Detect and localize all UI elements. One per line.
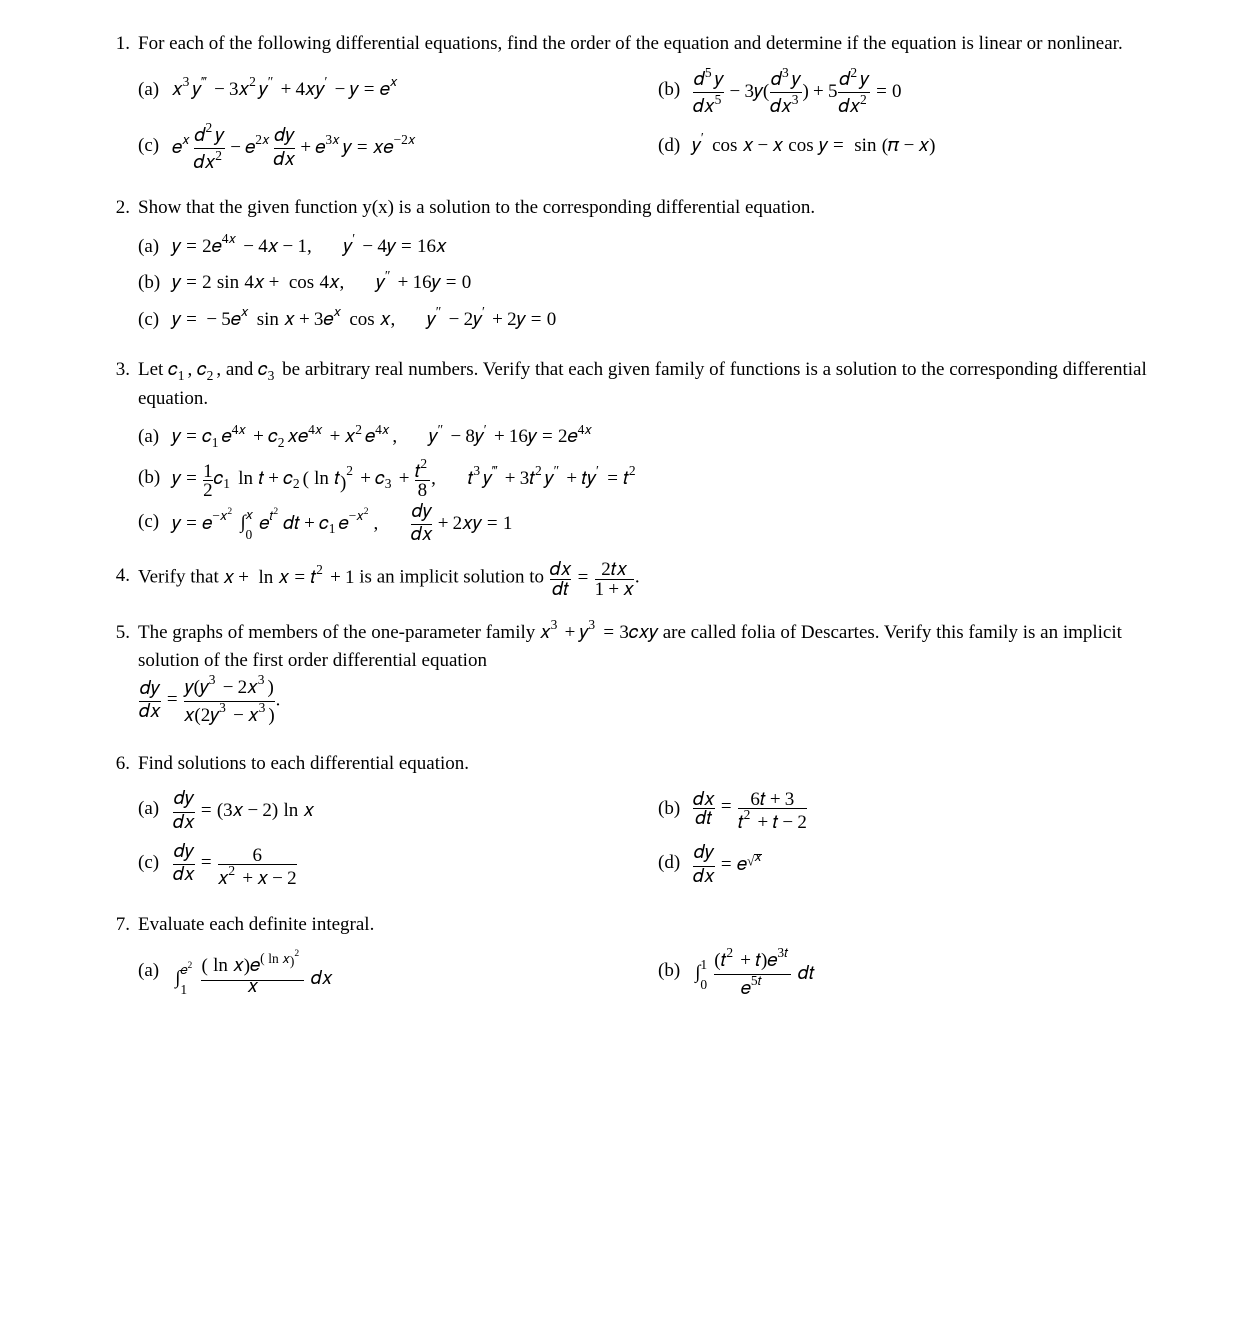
sub-7b: (b) ∫01(t2+t)e3te5tdt — [658, 949, 1178, 994]
sub-3c: (c) y=e−x2∫0xet2dt+c1e−x2,dydx+2xy=1 — [138, 504, 1178, 540]
sub-6a: (a) dydx=(3x−2)lnx — [138, 789, 658, 831]
equation: ∫1e2(lnx)e(lnx)2xdx — [172, 949, 658, 994]
problem-5: 5. The graphs of members of the one-para… — [100, 619, 1178, 736]
problem-text: For each of the following differential e… — [138, 30, 1178, 59]
sub-2b: (b) y=2sin4x+cos4x,y″+16y=0 — [138, 269, 1178, 298]
problem-4: 4. Verify that x+lnx=t2+1 is an implicit… — [100, 562, 1178, 604]
equation: y=−5exsinx+3excosx,y″−2y′+2y=0 — [172, 306, 1178, 335]
equation: y=e−x2∫0xet2dt+c1e−x2,dydx+2xy=1 — [172, 504, 1178, 540]
problem-number: 1. — [100, 30, 138, 59]
problem-number: 6. — [100, 750, 138, 779]
sub-2c: (c) y=−5exsinx+3excosx,y″−2y′+2y=0 — [138, 306, 1178, 335]
sub-1d: (d) y′cosx−xcosy=sin(π−x) — [658, 124, 1178, 168]
equation: y′cosx−xcosy=sin(π−x) — [692, 132, 1178, 161]
problem-number: 5. — [100, 619, 138, 648]
sub-6c: (c) dydx=6x2+x−2 — [138, 843, 658, 885]
equation: y=2sin4x+cos4x,y″+16y=0 — [172, 269, 1178, 298]
problem-text: The graphs of members of the one-paramet… — [138, 619, 1178, 726]
sub-7a: (a) ∫1e2(lnx)e(lnx)2xdx — [138, 949, 658, 994]
sub-6d: (d) dydx=ex — [658, 843, 1178, 885]
problem-text: Verify that x+lnx=t2+1 is an implicit so… — [138, 562, 1178, 594]
sub-3b: (b) y=12c1lnt+c2(lnt)2+c3+t28,t3y‴+3t2y″… — [138, 460, 1178, 496]
sub-1a: (a) x3y‴−3x2y″+4xy′−y=ex — [138, 69, 658, 113]
sub-1c: (c) exd2ydx2−e2xdydx+e3xy=xe−2x — [138, 124, 658, 168]
equation: y=2e4x−4x−1,y′−4y=16x — [172, 233, 1178, 262]
problem-number: 2. — [100, 194, 138, 223]
problem-2: 2. Show that the given function y(x) is … — [100, 194, 1178, 342]
problem-text: Evaluate each definite integral. — [138, 911, 1178, 940]
equation: d5ydx5−3y(d3ydx3)+5d2ydx2=0 — [692, 69, 1178, 113]
equation: dydx=6x2+x−2 — [172, 844, 658, 884]
problem-text: Find solutions to each differential equa… — [138, 750, 1178, 779]
equation: y=c1e4x+c2xe4x+x2e4x,y″−8y′+16y=2e4x — [172, 423, 1178, 452]
equation: ∫01(t2+t)e3te5tdt — [692, 949, 1178, 994]
equation: dydx=(3x−2)lnx — [172, 791, 658, 827]
problem-3: 3. Let c1, c2, and c3 be arbitrary real … — [100, 356, 1178, 548]
problem-text: Show that the given function y(x) is a s… — [138, 194, 1178, 223]
sub-6b: (b) dxdt=6t+3t2+t−2 — [658, 789, 1178, 831]
problem-number: 3. — [100, 356, 138, 385]
problem-7: 7. Evaluate each definite integral. (a) … — [100, 911, 1178, 1007]
equation: y=12c1lnt+c2(lnt)2+c3+t28,t3y‴+3t2y″+ty′… — [172, 460, 1178, 496]
equation: dydx=ex — [692, 845, 1178, 881]
problem-text: Let c1, c2, and c3 be arbitrary real num… — [138, 356, 1178, 413]
equation: dxdt=6t+3t2+t−2 — [692, 792, 1178, 828]
sub-3a: (a) y=c1e4x+c2xe4x+x2e4x,y″−8y′+16y=2e4x — [138, 423, 1178, 452]
equation: x3y‴−3x2y″+4xy′−y=ex — [172, 76, 658, 105]
equation: exd2ydx2−e2xdydx+e3xy=xe−2x — [172, 124, 658, 168]
problem-1: 1. For each of the following differentia… — [100, 30, 1178, 180]
problem-number: 7. — [100, 911, 138, 940]
problem-6: 6. Find solutions to each differential e… — [100, 750, 1178, 897]
problem-number: 4. — [100, 562, 138, 591]
sub-2a: (a) y=2e4x−4x−1,y′−4y=16x — [138, 233, 1178, 262]
sub-1b: (b) d5ydx5−3y(d3ydx3)+5d2ydx2=0 — [658, 69, 1178, 113]
